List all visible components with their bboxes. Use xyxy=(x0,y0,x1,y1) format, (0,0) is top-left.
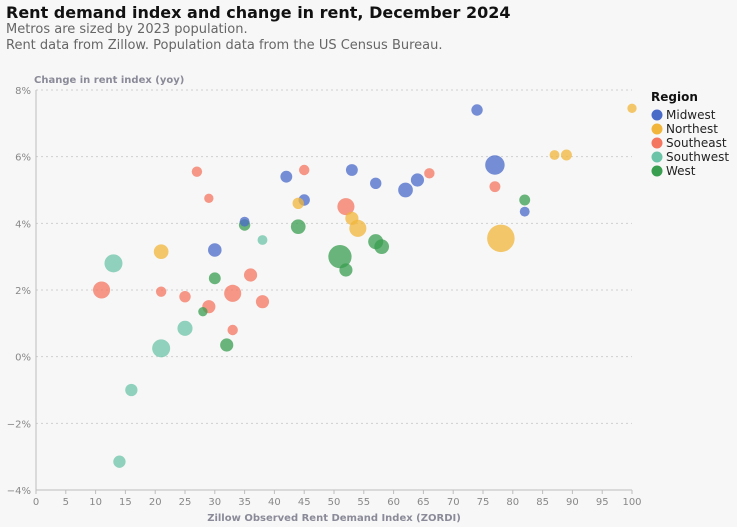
data-point-northest xyxy=(560,149,572,161)
data-point-west xyxy=(374,239,390,255)
data-point-southeast xyxy=(489,181,501,193)
data-point-west xyxy=(339,263,353,277)
y-tick-label: −2% xyxy=(7,419,31,430)
x-tick-label: 90 xyxy=(566,497,579,508)
data-point-northest xyxy=(153,244,169,260)
data-point-midwest xyxy=(485,155,505,175)
y-tick-label: 2% xyxy=(15,286,31,297)
data-point-southwest xyxy=(177,320,193,336)
data-point-midwest xyxy=(519,206,530,217)
chart-subtitle-line-1: Metros are sized by 2023 population. xyxy=(6,22,248,37)
legend-marker-southeast xyxy=(651,137,663,149)
legend-label-west: West xyxy=(666,164,696,178)
data-point-west xyxy=(198,307,208,317)
x-tick-label: 65 xyxy=(417,497,430,508)
data-point-southeast xyxy=(243,268,258,282)
data-point-southeast xyxy=(179,290,191,303)
legend-marker-northest xyxy=(651,123,663,135)
x-tick-label: 75 xyxy=(477,497,490,508)
legend: Region MidwestNorthestSoutheastSouthwest… xyxy=(651,90,729,178)
axes: −4% −2% 0% 2% 4% 6% 8% 0 5 10 15 20 25 30 35 40 45 50 55 60… xyxy=(7,86,642,508)
data-point-west xyxy=(519,194,531,206)
legend-marker-west xyxy=(651,165,663,177)
x-tick-label: 50 xyxy=(328,497,341,508)
data-point-west xyxy=(208,272,221,285)
data-point-northest xyxy=(627,103,637,113)
data-point-midwest xyxy=(208,243,222,257)
data-point-midwest xyxy=(471,104,483,116)
data-point-northest xyxy=(292,197,304,210)
x-tick-label: 15 xyxy=(119,497,132,508)
data-point-southeast xyxy=(191,166,203,177)
data-point-midwest xyxy=(370,177,382,190)
data-point-southwest xyxy=(257,235,268,245)
x-tick-label: 20 xyxy=(149,497,162,508)
data-point-southeast xyxy=(299,164,310,176)
x-tick-label: 60 xyxy=(387,497,400,508)
data-point-southeast xyxy=(204,193,214,203)
x-tick-label: 70 xyxy=(447,497,460,508)
y-tick-label: 6% xyxy=(15,153,31,164)
data-point-midwest xyxy=(280,170,293,183)
data-point-southeast xyxy=(255,295,270,309)
grid-lines xyxy=(36,89,632,424)
legend-label-southeast: Southeast xyxy=(666,136,727,150)
x-tick-label: 5 xyxy=(63,497,69,508)
data-point-southeast xyxy=(224,284,242,302)
data-points xyxy=(93,103,637,468)
legend-label-southwest: Southwest xyxy=(666,150,729,164)
y-axis-title: Change in rent index (yoy) xyxy=(34,75,184,86)
data-point-southeast xyxy=(424,168,435,179)
data-point-southeast xyxy=(227,324,238,336)
data-point-west xyxy=(328,245,352,269)
chart-subtitle-line-2: Rent data from Zillow. Population data f… xyxy=(6,38,443,53)
x-tick-label: 45 xyxy=(298,497,311,508)
data-point-southwest xyxy=(113,455,126,468)
x-tick-label: 30 xyxy=(208,497,221,508)
data-point-midwest xyxy=(398,182,413,198)
legend-marker-southwest xyxy=(651,151,663,163)
data-point-west xyxy=(220,338,234,352)
x-tick-label: 35 xyxy=(238,497,251,508)
data-point-midwest xyxy=(410,173,425,187)
x-axis-title: Zillow Observed Rent Demand Index (ZORDI… xyxy=(207,513,461,524)
data-point-northest xyxy=(487,224,515,253)
data-point-southeast xyxy=(155,286,167,297)
y-tick-label: 0% xyxy=(15,353,31,364)
data-point-midwest xyxy=(345,164,358,176)
data-point-west xyxy=(290,219,306,235)
legend-label-northest: Northest xyxy=(666,122,718,136)
x-tick-label: 40 xyxy=(268,497,281,508)
data-point-southwest xyxy=(152,339,171,358)
x-tick-label: 80 xyxy=(506,497,519,508)
data-point-northest xyxy=(345,211,359,225)
legend-label-midwest: Midwest xyxy=(666,108,716,122)
y-tick-label: 8% xyxy=(15,86,31,97)
x-tick-label: 100 xyxy=(622,497,641,508)
x-tick-label: 85 xyxy=(536,497,549,508)
legend-marker-midwest xyxy=(651,109,663,121)
x-tick-label: 55 xyxy=(357,497,370,508)
data-point-southeast xyxy=(337,198,355,216)
x-tick-label: 10 xyxy=(89,497,102,508)
x-tick-label: 25 xyxy=(179,497,192,508)
data-point-midwest xyxy=(239,216,250,227)
data-point-northest xyxy=(549,150,560,160)
x-tick-label: 95 xyxy=(596,497,609,508)
x-tick-label: 0 xyxy=(33,497,39,508)
data-point-southeast xyxy=(93,281,111,299)
legend-title: Region xyxy=(651,90,698,104)
y-tick-label: −4% xyxy=(7,486,31,497)
chart-title: Rent demand index and change in rent, De… xyxy=(6,3,511,22)
data-point-southwest xyxy=(104,254,123,273)
y-tick-label: 4% xyxy=(15,219,31,230)
data-point-southwest xyxy=(125,383,138,397)
